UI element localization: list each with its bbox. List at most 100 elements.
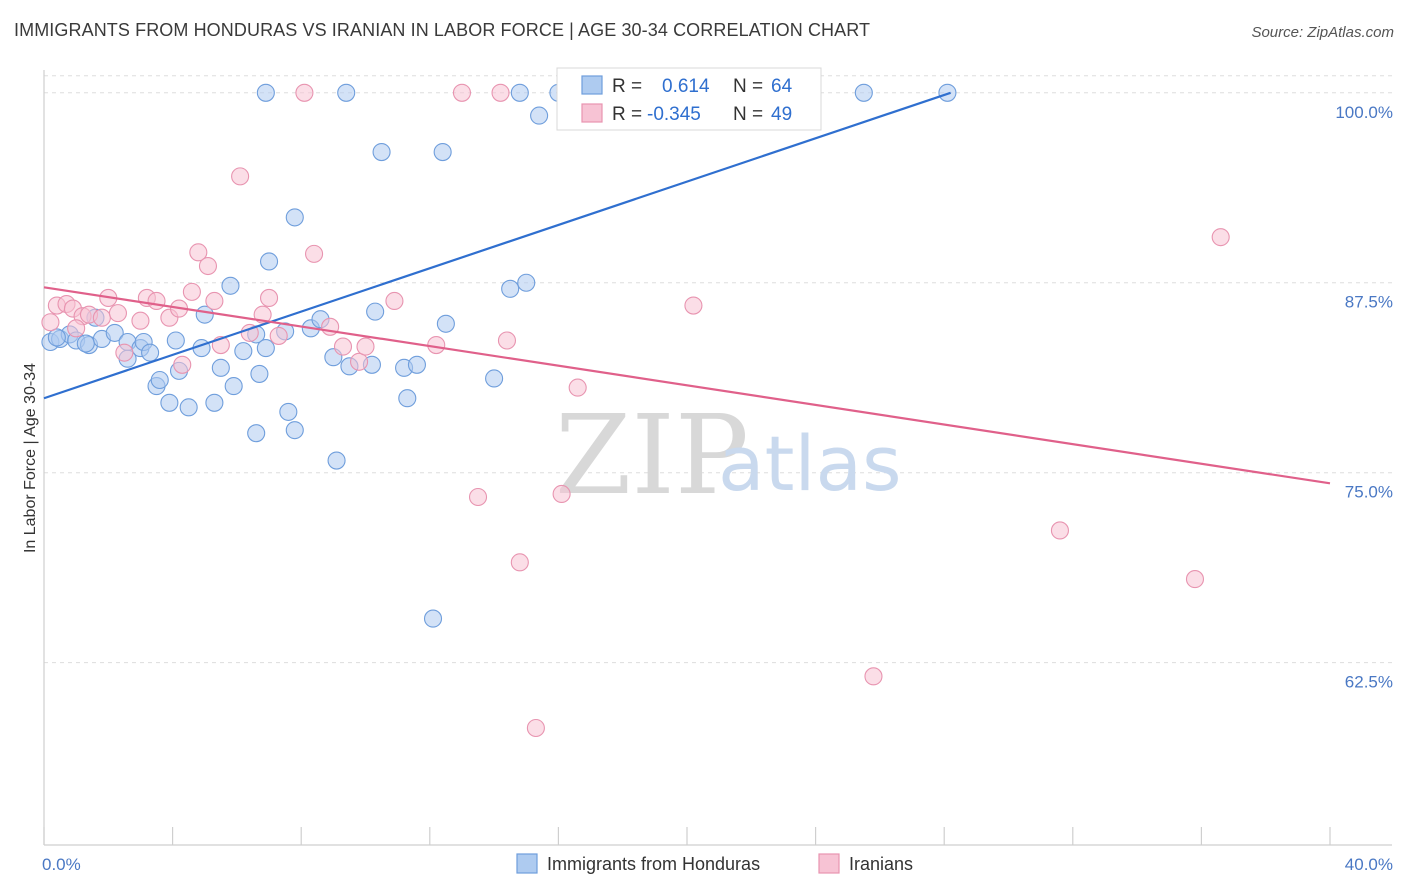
iranians-point-44	[864, 667, 883, 686]
iranians-point-32	[385, 291, 404, 311]
honduras-point-28	[256, 339, 275, 358]
iranians-point-45	[1050, 521, 1069, 540]
honduras-point-49	[485, 369, 504, 388]
source-label: Source: ZipAtlas.com	[1251, 24, 1394, 41]
trend-lines	[43, 91, 1331, 485]
iranians-point-36	[491, 83, 510, 102]
iranians-point-35	[468, 487, 488, 507]
iranians-point-26	[295, 83, 314, 102]
legend-bottom-label-iranians: Iranians	[849, 854, 913, 874]
legend-n-label-1: N =	[733, 76, 763, 97]
iranians-point-21	[231, 167, 250, 186]
honduras-point-50	[501, 279, 520, 298]
honduras-point-41	[366, 302, 385, 321]
honduras-point-7	[105, 323, 124, 342]
honduras-point-48	[433, 143, 452, 162]
honduras-point-33	[285, 421, 304, 440]
honduras-point-62	[141, 343, 160, 362]
honduras-point-59	[47, 328, 66, 347]
x-tick-label-1: 40.0%	[1345, 855, 1393, 874]
honduras-point-29	[259, 252, 279, 271]
iranians-point-15	[173, 355, 192, 374]
legend-swatch-iranians	[581, 103, 603, 123]
honduras-point-51	[510, 83, 529, 102]
legend-swatch-honduras	[581, 75, 603, 95]
x-tick-label-0: 0.0%	[42, 855, 81, 874]
legend-series: Immigrants from Honduras Iranians	[516, 853, 913, 874]
honduras-point-27	[250, 364, 269, 383]
watermark-zip: ZIP	[555, 391, 749, 519]
iranians-point-10	[131, 311, 150, 330]
honduras-point-42	[372, 143, 391, 162]
honduras-point-22	[221, 276, 240, 295]
honduras-point-24	[234, 342, 253, 361]
y-tick-label-3: 100.0%	[1335, 103, 1393, 122]
legend-r-value-1: 0.614	[662, 76, 710, 97]
legend-n-value-2: 49	[771, 104, 792, 125]
iranians-point-46	[1185, 570, 1205, 589]
legend-r-value-2: -0.345	[647, 104, 701, 125]
legend-bottom-label-honduras: Immigrants from Honduras	[547, 854, 760, 874]
chart-title: IMMIGRANTS FROM HONDURAS VS IRANIAN IN L…	[14, 20, 871, 40]
honduras-point-17	[179, 398, 198, 417]
honduras-point-45	[407, 355, 426, 374]
iranians-point-41	[568, 378, 587, 397]
legend-stats: R = 0.614 N = 64 R = -0.345 N = 49	[556, 67, 822, 131]
watermark: ZIP atlas	[555, 391, 902, 519]
honduras-point-14	[160, 393, 179, 412]
honduras-point-37	[327, 451, 346, 470]
y-tick-label-1: 75.0%	[1345, 483, 1393, 502]
honduras-point-13	[150, 370, 169, 390]
honduras-point-47	[436, 314, 455, 333]
iranians-point-24	[259, 288, 279, 307]
iranians-point-12	[147, 291, 166, 311]
honduras-point-44	[398, 389, 417, 408]
iranians-point-48	[67, 319, 86, 338]
y-tick-labels: 62.5% 75.0% 87.5% 100.0%	[1335, 103, 1393, 692]
legend-r-label-2: R =	[612, 104, 642, 125]
iranians-point-40	[552, 484, 571, 504]
honduras-point-21	[211, 358, 230, 377]
iranians-point-47	[1211, 228, 1230, 247]
iranians-point-17	[189, 243, 208, 262]
iranians-point-33	[427, 335, 446, 355]
iranians-point-18	[198, 256, 218, 276]
legend-n-label-2: N =	[733, 104, 763, 125]
iranians-point-27	[305, 244, 324, 263]
iranians-point-16	[182, 282, 201, 301]
honduras-point-46	[423, 609, 443, 628]
honduras-point-39	[337, 83, 356, 102]
iranians-point-19	[205, 291, 224, 311]
iranians-point-25	[269, 326, 288, 345]
honduras-point-26	[247, 424, 266, 443]
iranians-point-39	[526, 718, 545, 738]
legend-n-value-1: 64	[771, 76, 793, 97]
y-tick-label-2: 87.5%	[1345, 293, 1393, 312]
y-tick-label-0: 62.5%	[1345, 673, 1393, 692]
iranians-point-34	[452, 83, 472, 102]
legend-r-label-1: R =	[612, 76, 642, 97]
honduras-point-52	[517, 273, 536, 292]
iranians-point-30	[350, 352, 369, 371]
honduras-point-32	[285, 208, 304, 227]
honduras-point-61	[256, 83, 275, 102]
honduras-point-53	[530, 106, 549, 125]
honduras-point-31	[279, 402, 298, 421]
iranians-point-31	[356, 337, 375, 356]
honduras-point-60	[76, 334, 95, 353]
legend-bottom-swatch-honduras	[516, 853, 538, 874]
iranians-point-29	[333, 337, 353, 356]
axes	[43, 70, 1392, 846]
honduras-point-15	[166, 331, 185, 350]
trend-line-honduras	[43, 91, 951, 400]
trend-line-iranians	[43, 286, 1331, 485]
iranians-point-43	[684, 296, 703, 315]
legend-bottom-swatch-iranians	[818, 853, 840, 874]
iranians-point-37	[497, 331, 517, 350]
iranians-point-8	[108, 304, 127, 323]
honduras-point-20	[205, 393, 224, 412]
iranians-point-9	[115, 343, 134, 362]
iranians-point-6	[92, 308, 111, 327]
y-axis-label: In Labor Force | Age 30-34	[22, 363, 39, 553]
